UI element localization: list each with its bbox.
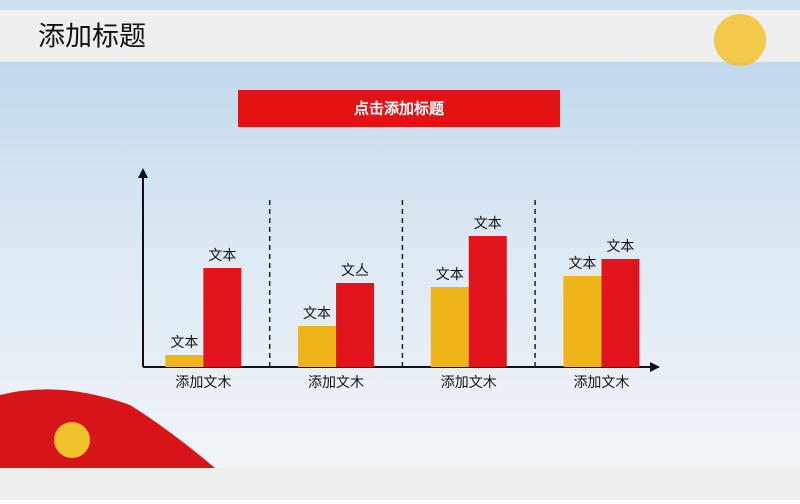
x-tick-label: 添加文木 xyxy=(175,375,231,391)
chart-title: 点击添加标题 xyxy=(354,100,445,118)
bar xyxy=(563,276,602,367)
x-tick-label: 添加文木 xyxy=(308,375,364,391)
bar-label: 文亼 xyxy=(341,263,369,279)
bar xyxy=(430,287,469,367)
bar-label: 文本 xyxy=(170,335,198,351)
header-title: 添加标题 xyxy=(38,22,146,53)
flag-decoration xyxy=(0,389,215,468)
bar-label: 文本 xyxy=(606,239,634,255)
bar xyxy=(336,283,375,367)
title-banner xyxy=(238,90,560,127)
bar-label: 文本 xyxy=(208,248,236,264)
bar xyxy=(203,268,242,367)
bar xyxy=(601,259,640,367)
bar-label: 文本 xyxy=(436,267,464,283)
emblem-small xyxy=(54,422,90,458)
x-axis-arrow xyxy=(650,362,660,372)
bar xyxy=(165,355,204,367)
bar-label: 文本 xyxy=(303,306,331,322)
bar-label: 文本 xyxy=(474,216,502,232)
emblem xyxy=(714,14,766,66)
bar-label: 文本 xyxy=(568,256,596,272)
bar xyxy=(468,236,507,367)
top-strip xyxy=(0,0,800,10)
bar xyxy=(298,326,337,367)
header-bar xyxy=(0,10,800,62)
y-axis-arrow xyxy=(138,168,148,178)
x-tick-label: 添加文木 xyxy=(573,375,629,391)
x-tick-label: 添加文木 xyxy=(441,375,497,391)
footer-bar xyxy=(0,468,800,500)
